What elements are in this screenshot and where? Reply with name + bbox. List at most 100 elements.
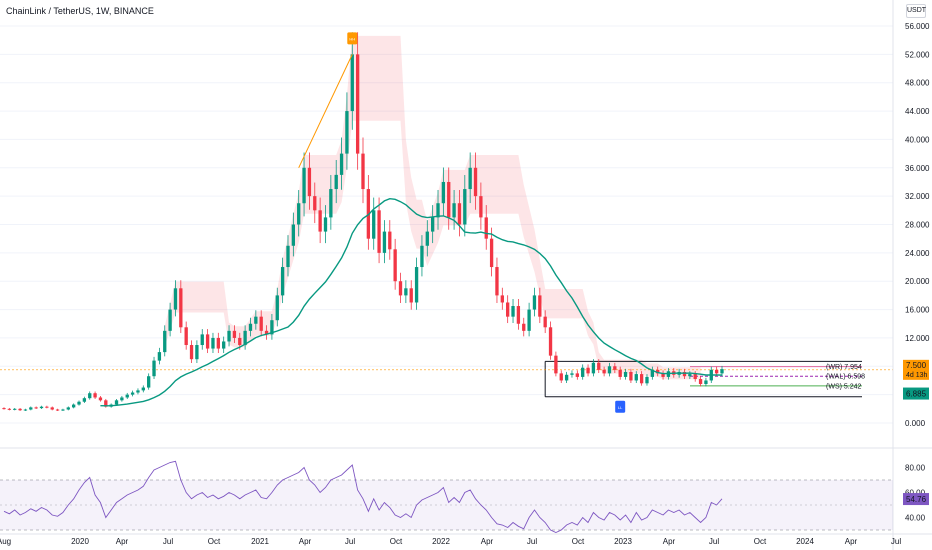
level-label: (WR) 7.954 <box>826 364 862 371</box>
candle <box>136 390 140 393</box>
symbol-title: ChainLink / TetherUS, 1W, BINANCE <box>6 6 154 16</box>
candle <box>50 407 54 410</box>
candle <box>254 316 258 324</box>
price-tick-label: 48.000 <box>905 79 930 88</box>
time-tick-label: 2023 <box>614 537 632 546</box>
price-axis[interactable]: 56.000 52.000 48.000 44.000 40.000 36.000 32.0… <box>892 0 930 550</box>
candle <box>414 267 419 303</box>
level-label: (WAL) 6.598 <box>826 374 865 381</box>
candle <box>179 288 183 328</box>
price-tick-label: 16.000 <box>905 306 930 315</box>
moving-average-line <box>100 197 723 407</box>
candle <box>613 366 617 370</box>
bar-countdown: 4d 13h <box>906 372 928 379</box>
candle <box>361 153 365 190</box>
time-tick-label: 2021 <box>251 537 269 546</box>
candle <box>243 330 247 346</box>
ma-badge <box>903 387 929 400</box>
candle <box>420 245 424 268</box>
candle <box>270 320 274 335</box>
candle <box>13 408 17 410</box>
candle <box>104 400 108 407</box>
candle <box>227 330 231 342</box>
candle <box>318 210 322 232</box>
candle <box>597 362 601 370</box>
candle <box>564 374 569 381</box>
candle <box>23 409 28 411</box>
ma-path <box>100 197 723 407</box>
rsi-tick-label: 60.00 <box>905 489 926 498</box>
candle <box>147 376 151 388</box>
candle <box>39 406 44 409</box>
candle <box>264 330 269 335</box>
candle <box>323 217 328 232</box>
candle <box>425 231 429 246</box>
rsi-line <box>3 460 723 533</box>
time-tick-label: 2022 <box>432 537 450 546</box>
time-tick-label: Jul <box>709 537 719 546</box>
candle <box>575 373 579 377</box>
time-tick-label: Oct <box>390 537 403 546</box>
candle <box>430 217 435 232</box>
price-tick-label: 56.000 <box>905 22 930 31</box>
candle <box>222 341 226 349</box>
candle <box>688 374 692 377</box>
currency-button[interactable]: USDT <box>906 4 926 18</box>
candle <box>527 309 531 331</box>
candle <box>645 376 649 384</box>
pivot-markers: HH LL <box>298 32 626 413</box>
candle <box>280 267 285 296</box>
candle <box>661 373 665 377</box>
time-tick-label: Oct <box>572 537 585 546</box>
candle <box>195 345 199 360</box>
time-tick-label: Jul <box>163 537 173 546</box>
candle <box>559 373 563 381</box>
candle <box>302 167 306 204</box>
candle <box>238 337 242 346</box>
candle <box>152 360 156 377</box>
candle <box>543 316 547 328</box>
candle <box>452 203 456 218</box>
time-tick-label: Aug <box>0 537 11 546</box>
candle <box>120 397 124 401</box>
candle <box>436 203 440 218</box>
time-tick-label: Oct <box>208 537 221 546</box>
time-tick-label: Oct <box>754 537 767 546</box>
candle <box>248 323 253 331</box>
price-tick-label: 28.000 <box>905 221 930 230</box>
candle <box>398 281 403 296</box>
candle <box>114 400 119 405</box>
candle <box>698 379 703 385</box>
candle <box>656 369 660 374</box>
candle <box>286 245 290 268</box>
candle <box>130 392 135 395</box>
candle <box>473 167 478 197</box>
support-resistance-levels: (WR) 7.954 (WAL) 6.598 (WS) 5.242 <box>0 360 893 398</box>
time-tick-label: Jul <box>527 537 537 546</box>
candle <box>484 217 488 239</box>
candle <box>548 327 553 356</box>
price-tick-label: 40.000 <box>905 135 930 144</box>
hh-marker <box>347 32 358 45</box>
candle <box>404 288 408 296</box>
candle <box>232 330 237 338</box>
time-axis[interactable]: Aug 2020 Apr Jul Oct 2021 Apr Jul Oct 2022 Apr Jul O… <box>0 533 932 546</box>
candle <box>704 380 708 385</box>
candle <box>538 295 542 317</box>
time-tick-label: Apr <box>299 537 312 546</box>
candle <box>447 181 451 218</box>
candle <box>500 295 504 303</box>
candle <box>602 369 606 374</box>
candle <box>495 267 499 296</box>
rsi-pane: 80.00 60.00 40.00 54.76 <box>0 447 932 533</box>
price-tick-label: 20.000 <box>905 277 930 286</box>
candle <box>297 203 301 225</box>
price-tick-label: 36.000 <box>905 164 930 173</box>
candle <box>205 334 210 349</box>
candle <box>382 231 387 253</box>
price-tick-label: 52.000 <box>905 50 930 59</box>
candle <box>570 373 574 375</box>
candle <box>173 288 178 310</box>
candle <box>629 371 633 381</box>
